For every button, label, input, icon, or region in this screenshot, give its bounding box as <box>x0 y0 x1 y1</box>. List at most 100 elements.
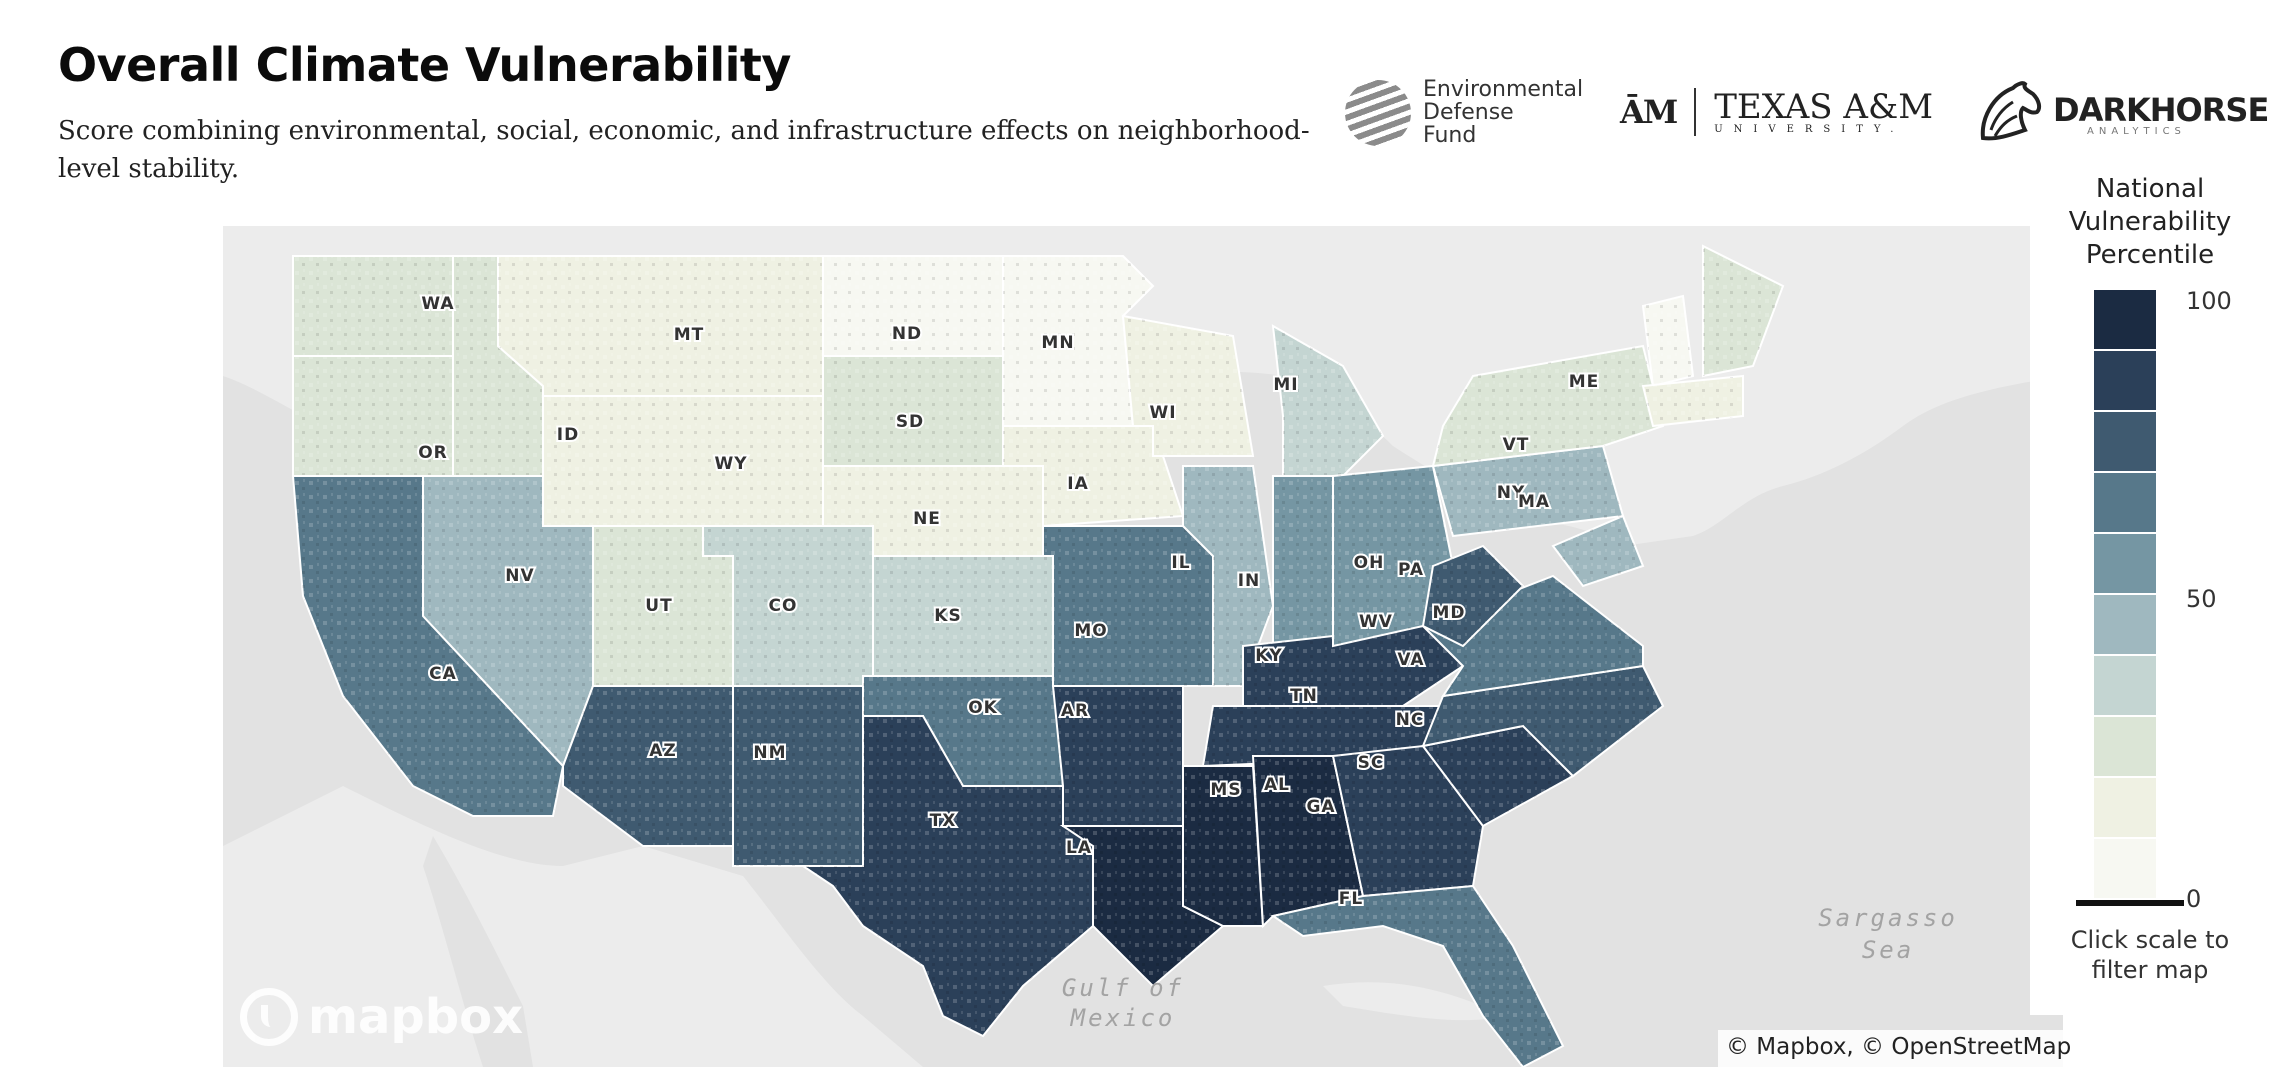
edf-line-3: Fund <box>1423 123 1477 148</box>
sargasso-label-1: Sargasso <box>1818 904 1958 932</box>
state-label-ky: KY <box>1255 646 1282 666</box>
state-texture <box>1643 296 1693 386</box>
state-label-in: IN <box>1238 571 1261 591</box>
state-texture <box>1183 766 1263 926</box>
state-texture <box>823 256 1003 356</box>
state-label-ms: MS <box>1210 780 1241 800</box>
tamu-mark: ĀM <box>1620 93 1678 131</box>
mapbox-logo[interactable]: mapbox <box>240 988 523 1046</box>
state-label-ok: OK <box>968 698 998 718</box>
state-texture <box>823 466 1043 556</box>
state-label-ar: AR <box>1061 701 1089 721</box>
legend-swatch[interactable] <box>2094 778 2156 839</box>
state-label-al: AL <box>1264 775 1290 795</box>
darkhorse-logo[interactable]: DARKHORSE ANALYTICS <box>1973 78 2269 152</box>
state-label-tn: TN <box>1290 686 1318 706</box>
state-texture <box>1273 886 1563 1067</box>
map-canvas[interactable]: WA OR CA ID NV MT WY UT AZ CO NM ND SD NE KS OK TX MN IA MO… <box>223 226 2063 1067</box>
state-texture <box>563 686 733 846</box>
state-label-sd: SD <box>896 412 924 432</box>
state-label-pa: PA <box>1398 560 1424 580</box>
state-label-mo: MO <box>1074 621 1107 641</box>
state-texture <box>703 526 873 686</box>
legend-swatch[interactable] <box>2094 351 2156 412</box>
state-texture <box>1273 476 1333 646</box>
legend-min-label: 0 <box>2186 885 2202 913</box>
state-texture <box>293 476 563 816</box>
state-label-co: CO <box>769 596 798 616</box>
state-label-nd: ND <box>892 324 922 344</box>
state-texture <box>863 676 1063 786</box>
legend-color-scale[interactable] <box>2094 290 2156 900</box>
state-label-me: ME <box>1569 372 1600 392</box>
tamu-name: TEXAS A&M <box>1714 86 1934 127</box>
state-label-az: AZ <box>649 741 676 761</box>
legend-swatch[interactable] <box>2094 839 2156 900</box>
legend-swatch[interactable] <box>2094 656 2156 717</box>
state-label-or: OR <box>418 443 448 463</box>
state-label-wa: WA <box>421 294 454 314</box>
state-texture <box>1053 686 1183 826</box>
legend-baseline <box>2076 900 2184 906</box>
sargasso-label-2: Sea <box>1862 936 1914 964</box>
baja-water <box>423 836 533 1067</box>
state-label-mi: MI <box>1273 375 1298 395</box>
state-label-md: MD <box>1432 603 1465 623</box>
legend-swatch[interactable] <box>2094 717 2156 778</box>
choropleth-map[interactable]: WA OR CA ID NV MT WY UT AZ CO NM ND SD NE KS OK TX MN IA MO… <box>223 226 2063 1067</box>
edf-logo[interactable]: Environmental Defense Fund <box>1345 78 1583 147</box>
state-label-ny: NY <box>1497 483 1526 503</box>
state-label-ne: NE <box>913 509 941 529</box>
legend-title-line-3: Percentile <box>2085 240 2215 270</box>
edf-mark-icon <box>1345 79 1411 146</box>
mapbox-wordmark: mapbox <box>308 989 524 1045</box>
darkhorse-sub: ANALYTICS <box>2087 125 2186 137</box>
state-texture <box>293 256 453 356</box>
tamu-logo[interactable]: ĀM TEXAS A&M UNIVERSITY. <box>1620 88 1933 136</box>
state-texture <box>873 556 1053 676</box>
map-attribution[interactable]: © Mapbox, © OpenStreetMap <box>1718 1030 2080 1067</box>
state-texture <box>498 256 823 396</box>
legend-hint-line-2: filter map <box>2091 956 2209 984</box>
state-label-va: VA <box>1397 650 1424 670</box>
state-texture <box>1423 666 1663 776</box>
legend-hint: Click scale to filter map <box>2030 925 2270 985</box>
state-label-ks: KS <box>934 606 961 626</box>
state-label-mt: MT <box>674 325 705 345</box>
state-texture <box>1433 446 1623 536</box>
state-texture <box>1703 246 1783 376</box>
state-label-la: LA <box>1066 838 1092 858</box>
tamu-sub: UNIVERSITY. <box>1714 123 1905 135</box>
mexico-land <box>223 786 923 1067</box>
page-title: Overall Climate Vulnerability <box>58 38 791 92</box>
legend-swatch[interactable] <box>2094 412 2156 473</box>
state-label-nv: NV <box>505 566 534 586</box>
state-polygons[interactable] <box>291 244 1785 1067</box>
legend-swatch[interactable] <box>2094 534 2156 595</box>
state-texture <box>1043 526 1213 686</box>
state-label-ut: UT <box>645 596 672 616</box>
state-label-vt: VT <box>1503 435 1530 455</box>
horse-head-icon <box>1980 81 2042 141</box>
state-texture <box>1333 746 1483 896</box>
state-texture <box>1253 756 1363 926</box>
partner-logos: Environmental Defense Fund ĀM TEXAS A&M … <box>1345 70 2269 160</box>
state-texture <box>1183 466 1273 686</box>
state-texture <box>1553 516 1643 586</box>
state-texture <box>1423 546 1523 646</box>
legend-max-label: 100 <box>2186 287 2232 315</box>
state-texture <box>1333 466 1453 646</box>
legend-swatch[interactable] <box>2094 473 2156 534</box>
state-texture <box>1003 256 1153 426</box>
edf-line-1: Environmental <box>1423 77 1584 102</box>
state-texture <box>1643 376 1743 426</box>
legend-title-line-1: National <box>2095 174 2205 204</box>
state-texture <box>293 356 453 476</box>
state-label-wy: WY <box>714 454 747 474</box>
legend-swatch[interactable] <box>2094 595 2156 656</box>
state-label-ca: CA <box>429 664 457 684</box>
legend-swatch[interactable] <box>2094 290 2156 351</box>
gulf-label-1: Gulf of <box>1062 974 1184 1002</box>
legend-mid-label: 50 <box>2186 585 2217 613</box>
state-texture <box>733 686 863 866</box>
